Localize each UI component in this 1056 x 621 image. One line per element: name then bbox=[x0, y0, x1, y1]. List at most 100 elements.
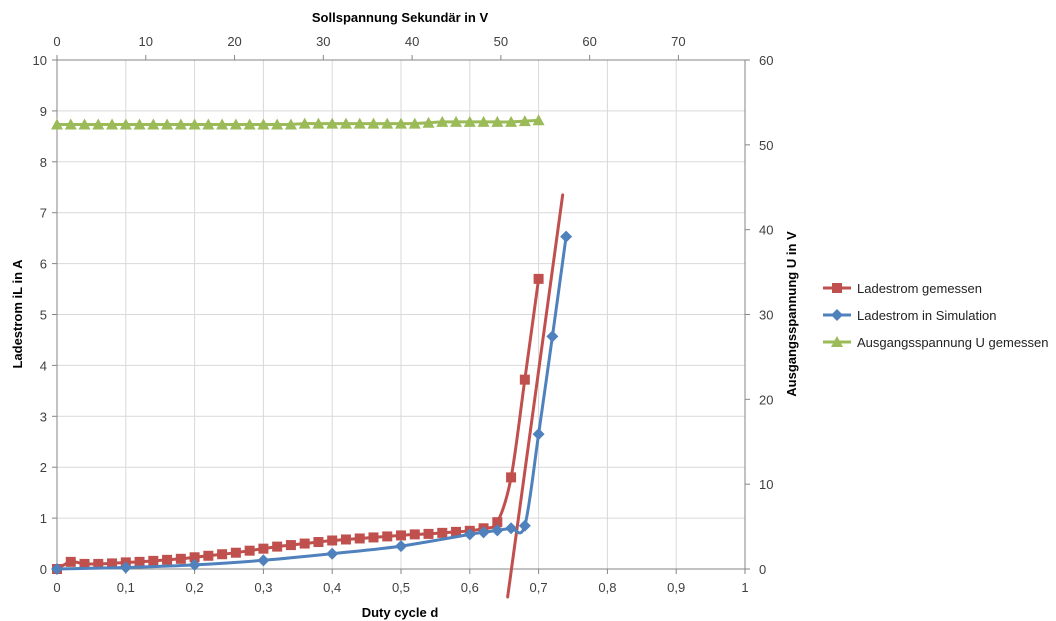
data-point bbox=[312, 117, 325, 129]
data-point bbox=[107, 558, 118, 569]
data-point bbox=[148, 555, 159, 566]
y-tick-label: 3 bbox=[40, 409, 47, 424]
x2-tick-label: 0 bbox=[53, 34, 60, 49]
data-point bbox=[491, 115, 504, 127]
x2-tick-label: 10 bbox=[139, 34, 153, 49]
legend-swatch-marker bbox=[832, 283, 842, 293]
y2-axis-title: Ausgangsspannung U in V bbox=[784, 231, 799, 397]
data-point bbox=[422, 116, 435, 128]
data-point bbox=[532, 114, 545, 126]
data-point bbox=[560, 230, 573, 243]
data-point bbox=[368, 532, 379, 543]
data-point bbox=[230, 547, 241, 558]
x-tick-label: 0 bbox=[53, 580, 60, 595]
annotation-line bbox=[506, 193, 565, 599]
data-point bbox=[506, 472, 517, 483]
y2-tick-label: 50 bbox=[759, 138, 773, 153]
x2-tick-label: 60 bbox=[582, 34, 596, 49]
data-point bbox=[93, 558, 104, 569]
data-point bbox=[313, 537, 324, 548]
data-point bbox=[258, 543, 269, 554]
data-point bbox=[477, 115, 490, 127]
y-tick-label: 2 bbox=[40, 460, 47, 475]
x2-tick-label: 30 bbox=[316, 34, 330, 49]
data-point bbox=[436, 115, 449, 127]
data-point bbox=[188, 558, 201, 571]
data-point bbox=[491, 524, 504, 537]
y2-tick-label: 20 bbox=[759, 392, 773, 407]
x-tick-label: 0,7 bbox=[530, 580, 548, 595]
x2-tick-label: 40 bbox=[405, 34, 419, 49]
data-point bbox=[216, 118, 229, 130]
data-point bbox=[437, 527, 448, 538]
y2-tick-label: 30 bbox=[759, 308, 773, 323]
series-layer bbox=[51, 114, 573, 599]
data-point bbox=[519, 374, 530, 385]
x-tick-label: 0,1 bbox=[117, 580, 135, 595]
data-point bbox=[408, 117, 421, 129]
grid bbox=[57, 59, 746, 570]
x2-tick-label: 20 bbox=[227, 34, 241, 49]
data-point bbox=[244, 545, 255, 556]
data-point bbox=[396, 530, 406, 541]
x-axis-title: Duty cycle d bbox=[362, 605, 439, 620]
axes bbox=[52, 55, 750, 574]
legend-item: Ladestrom in Simulation bbox=[823, 308, 996, 323]
y2-tick-label: 60 bbox=[759, 53, 773, 68]
data-point bbox=[451, 526, 462, 537]
data-point bbox=[463, 528, 476, 541]
y2-tick-label: 0 bbox=[759, 562, 766, 577]
data-point bbox=[202, 118, 215, 130]
data-point bbox=[65, 556, 76, 567]
data-point bbox=[463, 115, 476, 127]
y-tick-label: 4 bbox=[40, 358, 47, 373]
data-point bbox=[382, 531, 393, 542]
y-tick-label: 5 bbox=[40, 308, 47, 323]
series-line bbox=[56, 236, 568, 571]
legend-swatch-marker bbox=[831, 336, 843, 347]
data-point bbox=[51, 118, 63, 130]
data-point bbox=[92, 118, 105, 130]
legend-item: Ausgangsspannung U gemessen bbox=[823, 335, 1049, 350]
data-point bbox=[353, 117, 366, 129]
data-point bbox=[395, 540, 407, 553]
data-point bbox=[119, 561, 132, 574]
y-tick-label: 0 bbox=[40, 562, 47, 577]
y2-tick-label: 40 bbox=[759, 223, 773, 238]
data-point bbox=[217, 549, 228, 560]
x2-tick-label: 50 bbox=[494, 34, 508, 49]
x-tick-label: 1 bbox=[741, 580, 748, 595]
legend-label: Ladestrom in Simulation bbox=[857, 308, 996, 323]
data-point bbox=[285, 540, 296, 551]
data-point bbox=[257, 554, 270, 567]
data-point bbox=[298, 117, 311, 129]
x-tick-label: 0,3 bbox=[254, 580, 272, 595]
series-2 bbox=[51, 230, 573, 575]
y-tick-label: 8 bbox=[40, 155, 47, 170]
data-point bbox=[119, 118, 132, 130]
data-point bbox=[533, 273, 544, 284]
data-point bbox=[243, 118, 256, 130]
data-point bbox=[64, 118, 77, 130]
data-point bbox=[326, 117, 339, 129]
x-tick-label: 0,5 bbox=[392, 580, 410, 595]
data-point bbox=[175, 553, 186, 564]
data-point bbox=[133, 118, 146, 130]
data-point bbox=[161, 118, 174, 130]
series-3 bbox=[51, 114, 545, 130]
data-point bbox=[203, 550, 214, 561]
legend-item: Ladestrom gemessen bbox=[823, 281, 982, 296]
series-1 bbox=[52, 273, 544, 574]
data-point bbox=[188, 118, 201, 130]
data-point bbox=[299, 538, 310, 549]
tick-labels: 0 0,1 0,2 0,3 0,4 0,5 0,6 0,7 0,8 0,9 10 10 20 30 40 50… bbox=[33, 34, 774, 595]
data-point bbox=[327, 535, 338, 546]
legend: Ladestrom gemessen Ladestrom in Simulatio… bbox=[823, 281, 1049, 350]
y-tick-label: 6 bbox=[40, 257, 47, 272]
data-point bbox=[423, 528, 434, 539]
data-point bbox=[106, 118, 119, 130]
data-point bbox=[79, 558, 90, 569]
legend-label: Ausgangsspannung U gemessen bbox=[857, 335, 1049, 350]
data-point bbox=[284, 118, 297, 130]
x-tick-label: 0,6 bbox=[461, 580, 479, 595]
